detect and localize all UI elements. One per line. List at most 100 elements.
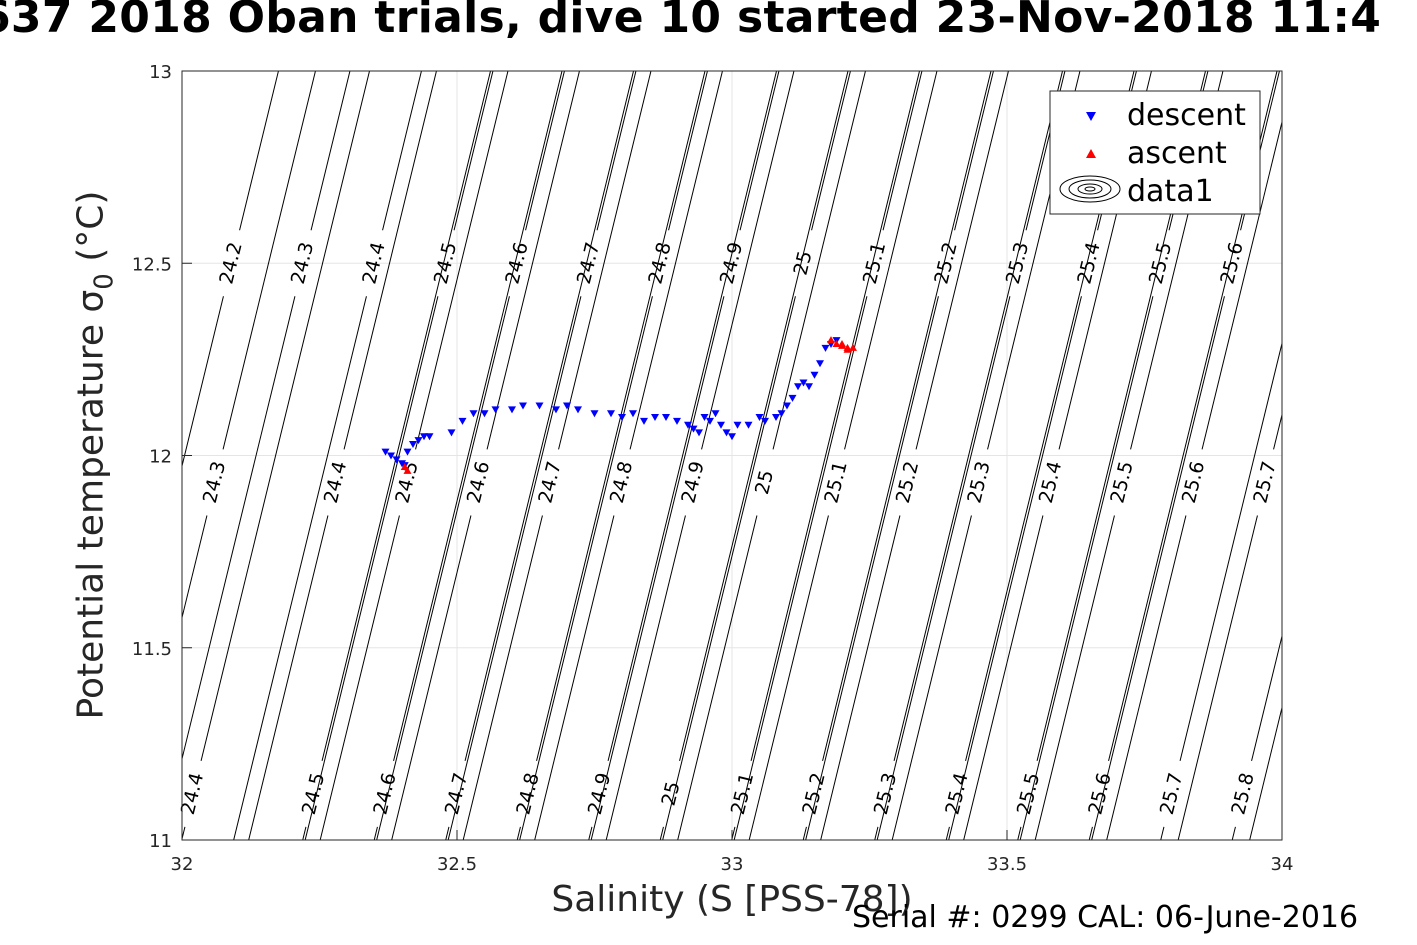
descent-point	[794, 383, 802, 391]
descent-point	[574, 406, 582, 414]
contour-line	[393, 71, 563, 761]
descent-point	[403, 448, 412, 456]
contour-line	[739, 71, 780, 231]
descent-point	[387, 452, 395, 460]
contour-line	[462, 515, 543, 840]
descent-point	[799, 379, 808, 387]
descent-point	[491, 406, 500, 414]
contour-line	[891, 515, 972, 840]
ascent-point	[403, 466, 412, 474]
contour-line	[1160, 826, 1165, 840]
contour-line	[1251, 634, 1282, 761]
contour-line	[963, 515, 1044, 840]
y-tick-label: 11.5	[132, 639, 172, 660]
contour-line	[558, 71, 652, 450]
serial-cal-text: Serial #: 0299 CAL: 06-June-2016	[852, 900, 1359, 935]
descent-point	[618, 414, 626, 422]
descent-point	[535, 402, 544, 410]
contour-line	[302, 826, 307, 840]
contour-line	[811, 71, 851, 231]
descent-point	[519, 402, 527, 410]
contour-line	[239, 71, 279, 231]
descent-point	[772, 414, 780, 422]
contour-line	[822, 71, 992, 761]
descent-point	[777, 410, 786, 418]
legend-ascent-label: ascent	[1127, 136, 1227, 171]
contour-line	[590, 296, 725, 840]
descent-point	[706, 417, 714, 425]
contour-line	[893, 71, 1063, 761]
contour-line	[304, 296, 439, 840]
x-axis-ticks: 32 32.5 33 33.5 34	[171, 830, 1293, 875]
contour-line	[805, 296, 939, 840]
descent-point	[695, 429, 703, 437]
descent-point	[700, 414, 709, 422]
descent-point	[728, 433, 736, 441]
contour-line	[525, 71, 565, 231]
y-tick-label: 12.5	[132, 254, 172, 275]
x-tick-label: 32.5	[437, 854, 477, 875]
contour-line	[222, 71, 316, 450]
contour-line	[248, 515, 329, 840]
contour-line	[605, 515, 686, 840]
descent-point	[590, 410, 599, 418]
legend-contour-icon	[1059, 175, 1121, 203]
contour-line	[415, 71, 509, 450]
contour-line	[534, 515, 615, 840]
legend-ascent-marker	[1086, 149, 1096, 158]
contour-line	[376, 296, 510, 840]
contour-line	[733, 296, 868, 840]
ascent-point	[832, 339, 841, 347]
x-tick-label: 32	[171, 854, 194, 875]
legend-data1-label: data1	[1127, 174, 1214, 209]
contour-line	[820, 515, 901, 840]
contour-line	[1249, 705, 1282, 840]
descent-point	[761, 417, 769, 425]
contour-line	[607, 71, 777, 761]
contour-line	[1088, 826, 1093, 840]
descent-point	[805, 383, 813, 391]
ascent-point	[838, 341, 846, 349]
contour-line	[662, 296, 796, 840]
descent-point	[783, 402, 791, 410]
y-axis-label: Potential temperature σ0 (°C)	[71, 191, 120, 720]
y-axis-label-subscript: 0	[89, 273, 120, 290]
contour-line	[182, 296, 224, 469]
contour-line	[453, 71, 494, 231]
contour-line	[1323, 71, 1417, 761]
contour-line	[915, 71, 1009, 450]
contour-line	[1345, 71, 1417, 449]
contour-line	[321, 71, 491, 761]
contour-line	[464, 71, 634, 761]
data-points	[381, 336, 857, 474]
contour-line	[948, 296, 1082, 840]
descent-point	[673, 417, 681, 425]
legend: descent ascent data1	[1049, 90, 1261, 215]
x-tick-label: 33	[721, 854, 744, 875]
x-axis-label: Salinity (S [PSS-78])	[551, 879, 913, 920]
contour-line	[445, 826, 450, 840]
contour-line	[233, 296, 367, 840]
contour-line	[874, 826, 879, 840]
contour-line	[1201, 119, 1282, 450]
contour-line	[1091, 296, 1225, 840]
contour-line	[629, 71, 723, 450]
contour-line	[516, 826, 521, 840]
y-axis-label-text: Potential temperature	[70, 312, 112, 720]
descent-point	[420, 433, 428, 441]
ascent-point	[849, 343, 857, 351]
descent-point	[733, 421, 742, 429]
contour-line	[391, 515, 472, 840]
descent-point	[810, 371, 819, 379]
ascent-point	[827, 336, 835, 344]
contour-line	[319, 515, 400, 840]
contour-line	[310, 71, 351, 231]
contour-line	[200, 71, 370, 761]
contour-line	[1017, 826, 1022, 840]
y-tick-label: 11	[149, 831, 172, 852]
contour-line	[373, 826, 378, 840]
contour-line	[182, 515, 208, 620]
contour-line	[882, 71, 923, 231]
descent-point	[816, 360, 824, 368]
contour-line	[802, 826, 807, 840]
